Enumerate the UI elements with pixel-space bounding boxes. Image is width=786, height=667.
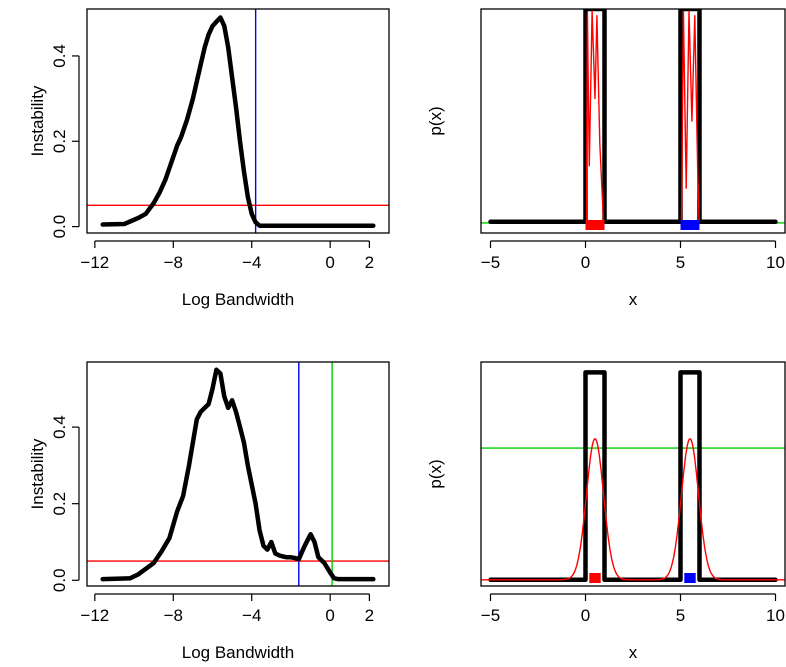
plot-area [87,9,389,233]
x-tick-label: 2 [365,253,374,272]
y-tick-label: 0.0 [50,215,69,239]
y-tick-label: 0.2 [50,129,69,153]
x-axis-label: Log Bandwidth [182,290,294,309]
x-tick-label: −5 [481,253,500,272]
x-tick-label: −8 [164,253,183,272]
series-1 [481,438,785,581]
series-2 [680,10,700,223]
plot-area [481,9,785,230]
x-tick-label: 10 [766,606,785,625]
plot-frame [86,8,390,234]
y-axis-label: p(x) [426,459,445,488]
plot-frame [480,8,786,234]
x-tick-label: −12 [80,606,109,625]
plot-area [481,370,785,583]
x-tick-label: −8 [164,606,183,625]
x-tick-label: 5 [676,606,685,625]
x-axis-label: Log Bandwidth [182,643,294,662]
chart-panel-top-left: −12 −8 −4 0 2 Log Bandwidth 0.0 0.2 0.4Instabili… [28,8,390,309]
series-1 [585,10,605,223]
x-tick-label: 2 [365,606,374,625]
x-axis-label: x [629,290,638,309]
y-tick-label: 0.0 [50,568,69,592]
plot-area [87,362,389,586]
x-tick-label: −5 [481,606,500,625]
x-tick-label: 0 [581,606,590,625]
y-tick-label: 0.2 [50,492,69,516]
x-tick-label: 0 [325,253,334,272]
rug-1 [684,573,696,583]
x-axis-label: x [629,643,638,662]
plot-frame [480,361,786,587]
y-tick-label: 0.4 [50,415,69,439]
x-tick-label: 10 [766,253,785,272]
chart-panel-bottom-left: −12 −8 −4 0 2 Log Bandwidth 0.0 0.2 0.4Instabili… [28,361,390,662]
rug-0 [585,220,605,230]
x-tick-label: 0 [581,253,590,272]
series-0 [488,370,778,583]
y-axis-label: Instability [28,85,47,156]
chart-panel-top-right: −5 0 5 10 x p(x) [426,8,786,309]
x-tick-label: 5 [676,253,685,272]
series-0 [488,9,778,225]
y-axis-label: Instability [28,438,47,509]
chart-panel-bottom-right: −5 0 5 10 x p(x) [426,361,786,662]
rug-0 [589,573,601,583]
x-tick-label: 0 [325,606,334,625]
series-0 [100,15,376,228]
series-0 [100,367,376,582]
x-tick-label: −12 [80,253,109,272]
y-tick-label: 0.4 [50,44,69,68]
x-tick-label: −4 [242,253,261,272]
rug-1 [680,220,700,230]
y-axis-label: p(x) [426,106,445,135]
plot-frame [86,361,390,587]
x-tick-label: −4 [242,606,261,625]
